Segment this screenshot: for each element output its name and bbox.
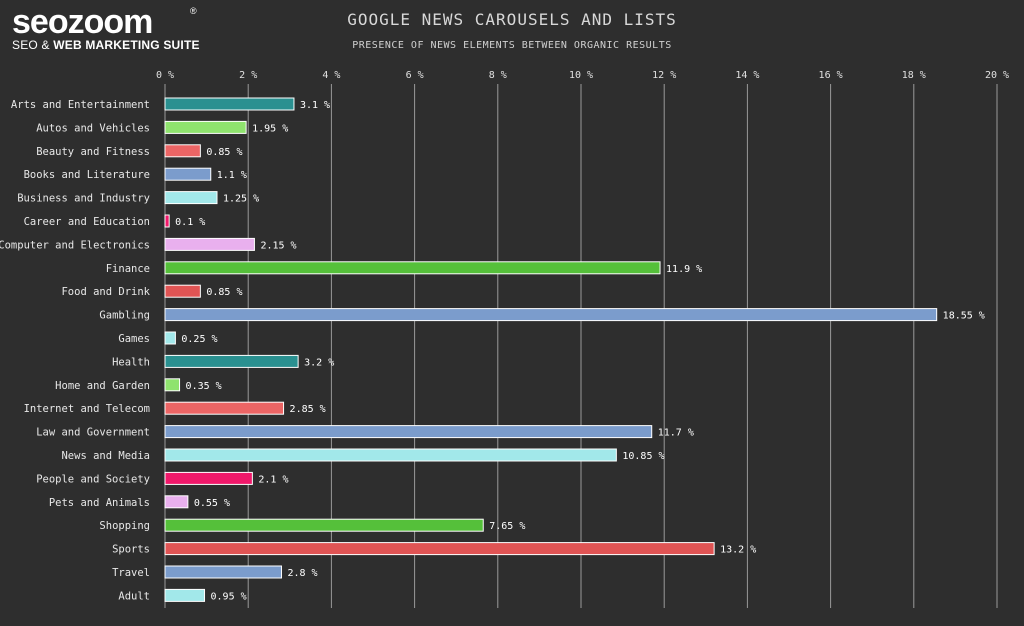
category-label: Computer and Electronics [0,239,150,251]
category-label: Autos and Vehicles [36,122,150,134]
value-label: 3.1 % [300,100,330,111]
value-label: 3.2 % [304,357,334,368]
x-tick-label: 20 % [985,70,1009,81]
value-label: 0.85 % [206,287,242,298]
value-label: 13.2 % [720,545,756,556]
value-label: 10.85 % [622,451,664,462]
category-label: Law and Government [36,427,150,439]
bar [164,97,295,111]
logo-registered-mark: ® [190,6,197,16]
value-label: 0.95 % [211,591,247,602]
category-label: Pets and Animals [49,497,150,509]
x-tick-label: 10 % [569,70,593,81]
x-tick-label: 12 % [652,70,676,81]
value-label: 0.25 % [181,334,217,345]
bar [164,237,255,251]
bar [164,378,181,392]
value-label: 1.95 % [252,123,288,134]
category-label: Business and Industry [17,193,150,205]
bar [164,495,189,509]
value-label: 1.25 % [223,194,259,205]
bar [164,308,938,322]
category-label: Shopping [99,520,150,532]
category-label: Health [112,356,150,368]
bar [164,284,201,298]
bar [164,167,212,181]
x-tick-label: 2 % [239,70,257,81]
value-label: 0.1 % [175,217,205,228]
x-tick-label: 16 % [819,70,843,81]
category-label: Internet and Telecom [24,403,150,415]
category-label: Finance [106,263,150,275]
bar [164,565,282,579]
bar [164,214,170,228]
category-label: Arts and Entertainment [11,99,150,111]
logo-tagline-bold: WEB MARKETING SUITE [53,38,200,52]
category-label: Adult [118,590,150,602]
category-label: Food and Drink [61,286,150,298]
value-label: 2.8 % [287,568,317,579]
category-label: Gambling [99,310,150,322]
category-label: Beauty and Fitness [36,146,150,158]
x-tick-label: 0 % [156,70,174,81]
bar [164,401,285,415]
category-label: People and Society [36,473,150,485]
value-label: 1.1 % [217,170,247,181]
bar [164,448,617,462]
category-label: Books and Literature [24,169,150,181]
category-label: News and Media [61,450,150,462]
bar [164,588,206,602]
x-tick-label: 6 % [406,70,424,81]
chart-subtitle: PRESENCE OF NEWS ELEMENTS BETWEEN ORGANI… [352,40,672,51]
value-label: 0.35 % [186,381,222,392]
bar [164,425,653,439]
value-label: 18.55 % [943,311,985,322]
bar [164,471,253,485]
bar [164,542,715,556]
value-label: 2.15 % [260,240,296,251]
value-label: 2.1 % [258,474,288,485]
value-label: 7.65 % [489,521,525,532]
seozoom-logo: seozoom ® SEO & WEB MARKETING SUITE [12,4,200,52]
bar [164,144,201,158]
category-label: Travel [112,567,150,579]
category-label: Sports [112,544,150,556]
value-label: 0.85 % [206,147,242,158]
chart-title: GOOGLE NEWS CAROUSELS AND LISTS [347,10,677,29]
category-label: Games [118,333,150,345]
logo-tagline: SEO & WEB MARKETING SUITE [12,38,200,52]
value-label: 0.55 % [194,498,230,509]
bar [164,120,247,134]
value-label: 11.7 % [658,428,694,439]
bar [164,261,661,275]
x-tick-label: 4 % [322,70,340,81]
value-label: 2.85 % [290,404,326,415]
x-tick-label: 14 % [735,70,759,81]
category-label: Home and Garden [55,380,150,392]
bar [164,518,484,532]
logo-wordmark: seozoom [12,3,153,41]
bar [164,354,299,368]
x-tick-label: 8 % [489,70,507,81]
value-label: 11.9 % [666,264,702,275]
category-label: Career and Education [24,216,150,228]
bar [164,191,218,205]
bar [164,331,176,345]
logo-tagline-plain: SEO & [12,38,54,52]
x-tick-label: 18 % [902,70,926,81]
